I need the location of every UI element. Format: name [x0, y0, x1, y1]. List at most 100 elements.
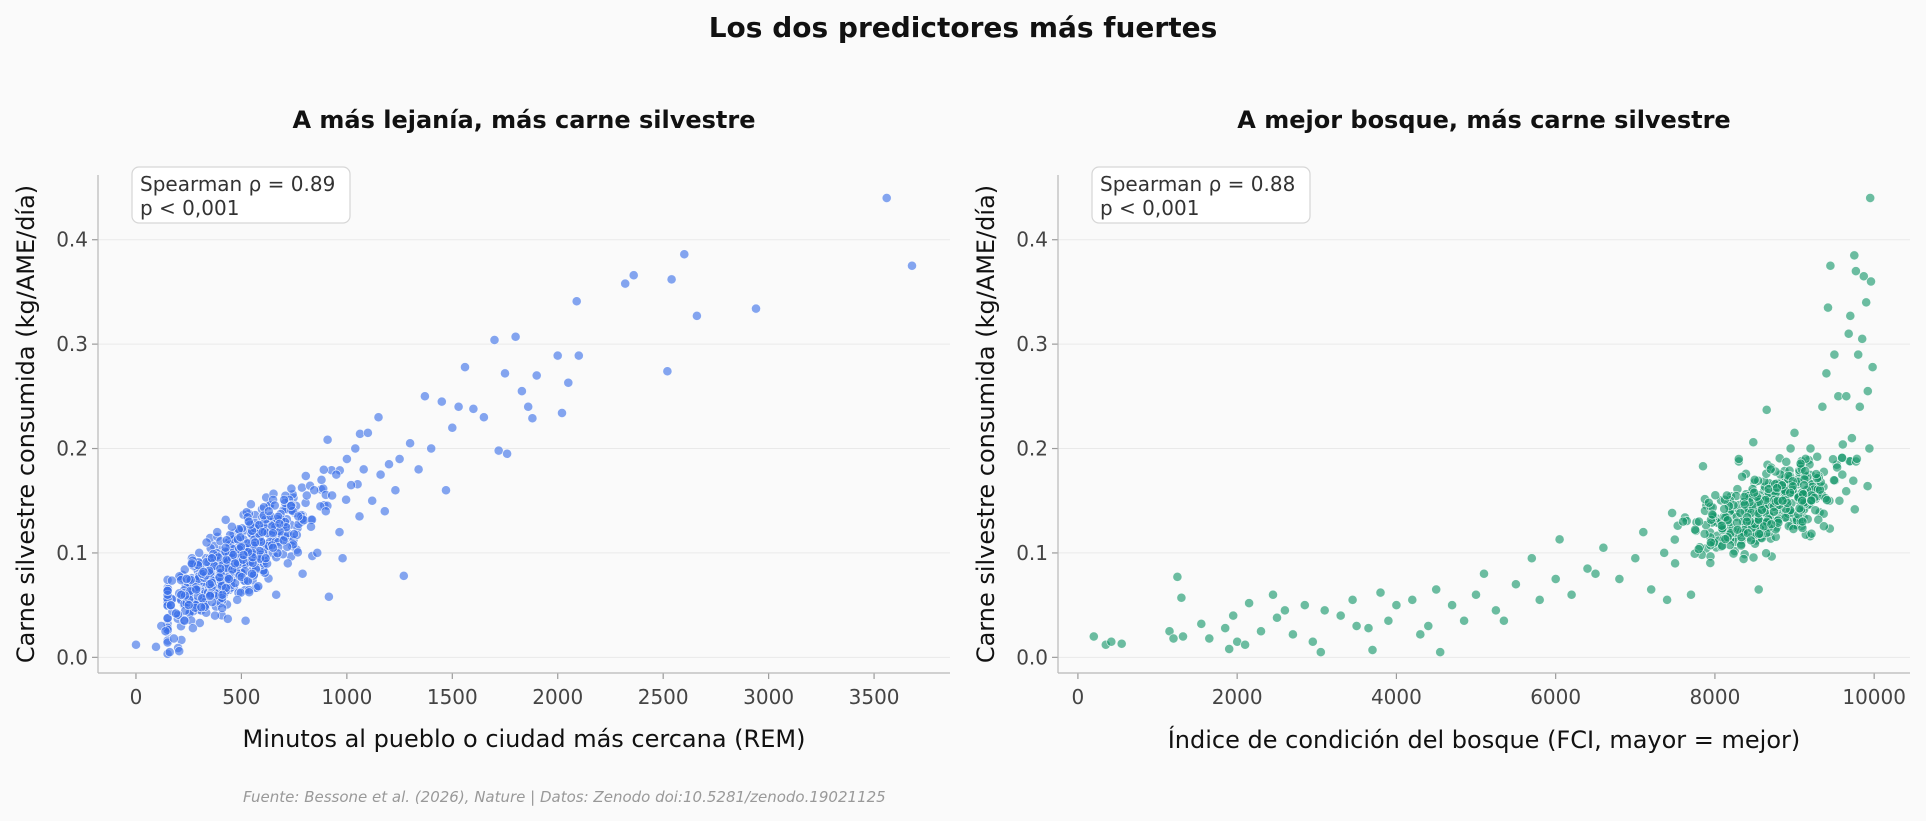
x-axis-label: Índice de condición del bosque (FCI, may… [1168, 725, 1801, 754]
y-tick-label: 0.3 [56, 332, 88, 356]
data-point [247, 568, 257, 579]
data-point [1746, 535, 1756, 546]
data-point [1841, 486, 1852, 497]
data-point [1347, 594, 1358, 605]
data-point [1857, 333, 1868, 344]
data-point [523, 401, 534, 412]
data-point [181, 574, 192, 584]
data-point [1383, 615, 1394, 626]
right-scatter-panel: A mejor bosque, más carne silvestre 0.0 0.… [972, 106, 1910, 754]
data-point [1845, 310, 1856, 321]
data-point [301, 490, 312, 501]
data-point [1756, 504, 1767, 515]
stats-box [1091, 166, 1311, 224]
data-point [260, 553, 271, 564]
data-point [1363, 623, 1374, 634]
data-point [1761, 404, 1772, 415]
data-point [210, 610, 220, 621]
y-tick-label: 0.1 [1016, 541, 1048, 565]
data-point [1566, 589, 1577, 600]
data-point [390, 485, 401, 496]
data-point [1736, 540, 1747, 551]
data-point [1777, 495, 1788, 506]
data-point [1367, 645, 1378, 655]
data-point [1178, 631, 1188, 642]
data-point [1299, 600, 1310, 611]
data-point [1319, 605, 1330, 616]
stats-text: Spearman ρ = 0.89 [140, 172, 335, 196]
data-point [1858, 271, 1869, 282]
y-tick-label: 0.0 [56, 645, 88, 669]
data-point [1705, 558, 1716, 568]
data-point [557, 408, 567, 418]
data-point [1690, 524, 1701, 535]
data-point [191, 584, 202, 595]
data-point [1550, 574, 1561, 584]
data-point [1821, 368, 1832, 379]
data-point [293, 511, 304, 522]
data-point [394, 454, 405, 464]
data-point [1785, 443, 1796, 454]
data-point [527, 413, 538, 424]
data-point [230, 558, 241, 569]
data-point [331, 469, 342, 480]
stats-annotation: Spearman ρ = 0.88p < 0,001 [1091, 166, 1311, 224]
data-point [1753, 584, 1764, 595]
data-point [563, 377, 574, 388]
scatter-points [1088, 193, 1878, 658]
data-point [350, 443, 361, 454]
data-point [205, 591, 215, 601]
y-axis-label: Carne silvestre consumida (kg/AME/día) [972, 185, 1000, 663]
data-point [271, 589, 282, 600]
x-tick-label: 0 [130, 685, 143, 709]
data-point [426, 443, 437, 454]
stats-annotation: Spearman ρ = 0.89p < 0,001 [131, 166, 351, 224]
data-point [573, 350, 584, 361]
data-point [453, 401, 464, 412]
data-point [1761, 548, 1772, 559]
data-point [286, 483, 297, 494]
data-point [628, 270, 639, 281]
data-point [267, 528, 278, 539]
x-tick-label: 2000 [1212, 685, 1263, 709]
data-point [354, 511, 365, 522]
data-point [1526, 553, 1537, 564]
data-point [212, 527, 223, 538]
stats-text: p < 0,001 [1100, 196, 1199, 220]
data-point [1224, 644, 1235, 654]
data-point [232, 594, 243, 605]
data-point [1862, 386, 1873, 397]
data-point [1837, 452, 1848, 463]
data-point [1554, 534, 1565, 545]
data-point [1728, 548, 1739, 559]
data-point [171, 608, 181, 619]
data-point [1479, 568, 1489, 579]
data-point [1670, 558, 1681, 569]
data-point [244, 587, 255, 598]
x-tick-label: 0 [1072, 685, 1085, 709]
x-axis-label: Minutos al pueblo o ciudad más cercana (… [243, 725, 806, 753]
data-point [516, 386, 527, 397]
data-point [1630, 553, 1641, 564]
data-point [1721, 490, 1732, 501]
data-point [1168, 633, 1179, 644]
data-point [1765, 464, 1776, 475]
data-point [183, 600, 194, 611]
data-point [1754, 528, 1765, 539]
data-point [384, 459, 394, 470]
x-tick-label: 6000 [1530, 685, 1581, 709]
data-point [1415, 629, 1426, 640]
data-point [1849, 250, 1860, 261]
data-point [1829, 349, 1840, 360]
data-point [1720, 534, 1731, 545]
data-point [552, 350, 563, 361]
data-point [214, 572, 225, 583]
data-point [289, 529, 300, 540]
data-point [1834, 495, 1845, 506]
data-point [1669, 534, 1680, 545]
data-point [1719, 504, 1730, 514]
data-point [1837, 439, 1848, 450]
data-point [531, 370, 542, 381]
data-point [278, 535, 289, 546]
